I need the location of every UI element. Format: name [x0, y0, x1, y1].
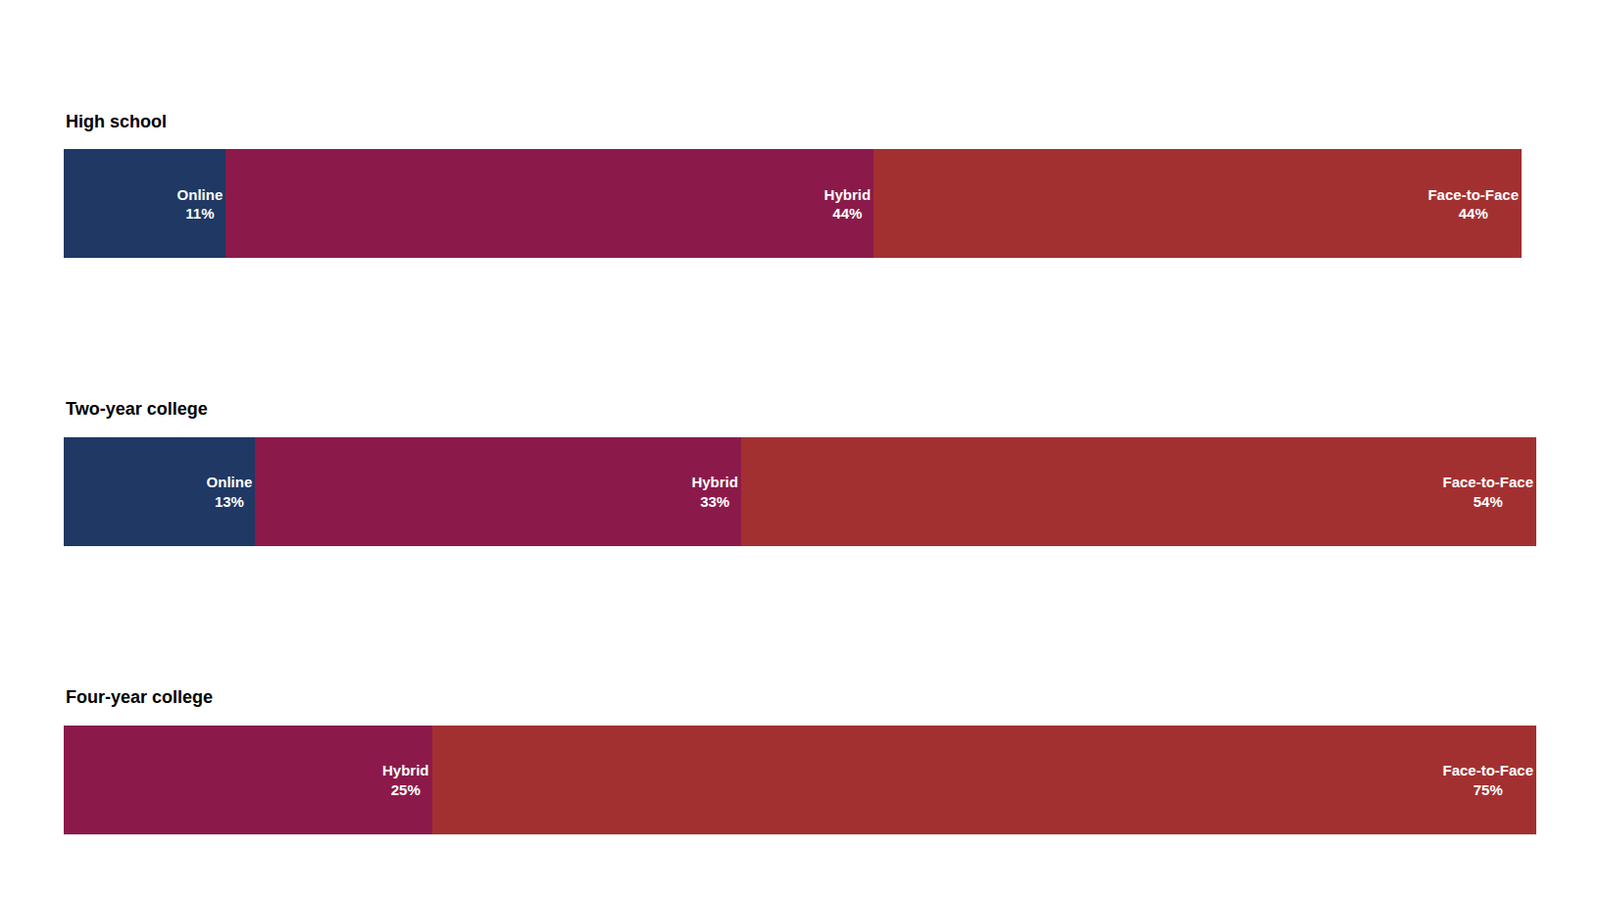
svg-text:Online13%: Online13%: [206, 473, 253, 510]
svg-text:Face-to-Face44%: Face-to-Face44%: [1427, 186, 1519, 223]
svg-text:Online11%: Online11%: [177, 186, 224, 223]
svg-text:Hybrid25%: Hybrid25%: [382, 761, 430, 799]
svg-text:Four-year college: Four-year college: [65, 687, 213, 707]
svg-text:Hybrid33%: Hybrid33%: [691, 473, 739, 510]
svg-text:High school: High school: [65, 111, 167, 132]
svg-text:Hybrid44%: Hybrid44%: [824, 186, 872, 223]
svg-text:Face-to-Face54%: Face-to-Face54%: [1442, 473, 1534, 510]
svg-text:Face-to-Face75%: Face-to-Face75%: [1442, 761, 1534, 799]
svg-text:Two-year college: Two-year college: [65, 399, 208, 419]
